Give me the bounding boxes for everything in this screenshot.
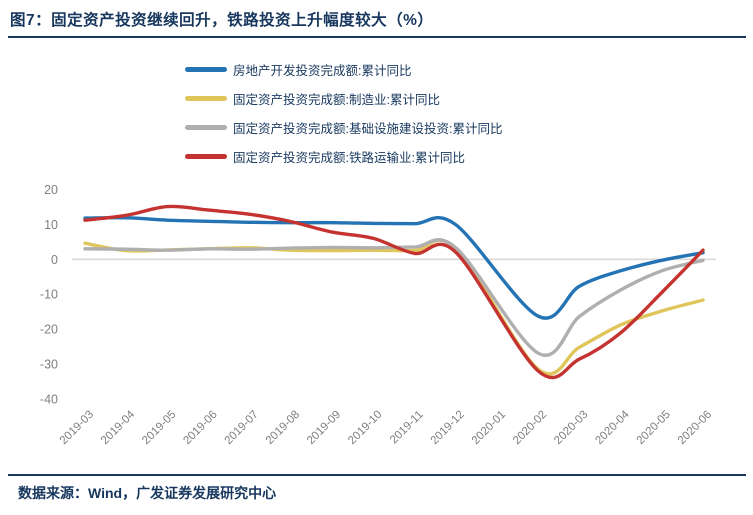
x-axis-tick-label: 2019-04: [99, 408, 138, 447]
legend-swatch-red: [185, 153, 227, 159]
y-axis-tick-label: -40: [40, 392, 58, 406]
title-divider: [8, 36, 746, 38]
x-axis-tick-label: 2019-09: [305, 409, 343, 447]
legend-label: 固定资产投资完成额:基础设施建设投资:累计同比: [233, 121, 503, 136]
series-line-3: [83, 204, 705, 380]
series-line-0: [83, 215, 705, 320]
x-axis-tick-label: 2019-12: [429, 409, 467, 447]
legend-label: 固定资产投资完成额:铁路运输业:累计同比: [233, 150, 465, 165]
legend-swatch-gray: [185, 124, 227, 130]
x-axis-tick-label: 2020-03: [552, 409, 590, 447]
y-axis-tick-label: -20: [40, 323, 58, 337]
x-axis-tick-label: 2019-08: [264, 409, 302, 447]
legend-item-infrastructure: 固定资产投资完成额:基础设施建设投资:累计同比: [185, 116, 502, 138]
legend-swatch-blue: [185, 66, 227, 72]
chart-legend: 房地产开发投资完成额:累计同比 固定资产投资完成额:制造业:累计同比 固定资产投…: [185, 58, 502, 174]
y-axis-tick-label: 10: [44, 218, 58, 232]
x-axis-tick-label: 2019-05: [140, 409, 178, 447]
legend-label: 固定资产投资完成额:制造业:累计同比: [233, 92, 440, 107]
legend-item-railway: 固定资产投资完成额:铁路运输业:累计同比: [185, 145, 502, 167]
x-axis-tick-label: 2020-02: [511, 409, 549, 447]
x-axis-tick-label: 2020-04: [593, 408, 632, 447]
y-axis-tick-label: -10: [40, 288, 58, 302]
x-axis-tick-label: 2019-11: [388, 409, 426, 447]
footer-divider: [8, 474, 746, 476]
x-axis-tick-label: 2020-05: [635, 409, 673, 447]
legend-label: 房地产开发投资完成额:累计同比: [233, 63, 412, 78]
x-axis-tick-label: 2019-06: [181, 409, 219, 447]
x-axis-tick-label: 2019-07: [223, 409, 261, 447]
chart-title: 图7：固定资产投资继续回升，铁路投资上升幅度较大（%）: [10, 12, 434, 29]
y-axis-tick-label: -30: [40, 358, 58, 372]
series-line-2: [83, 238, 705, 357]
x-axis-tick-label: 2020-01: [470, 409, 508, 447]
legend-item-real-estate: 房地产开发投资完成额:累计同比: [185, 58, 502, 80]
x-axis-tick-label: 2019-03: [58, 409, 96, 447]
series-line-1: [83, 238, 705, 376]
legend-item-manufacturing: 固定资产投资完成额:制造业:累计同比: [185, 87, 502, 109]
y-axis-tick-label: 20: [44, 183, 58, 197]
x-axis-tick-label: 2019-10: [346, 409, 384, 447]
data-source-note: 数据来源：Wind，广发证券发展研究中心: [18, 485, 277, 501]
x-axis-tick-label: 2020-06: [676, 409, 714, 447]
y-axis-tick-label: 0: [51, 253, 58, 267]
legend-swatch-yellow: [185, 95, 227, 101]
